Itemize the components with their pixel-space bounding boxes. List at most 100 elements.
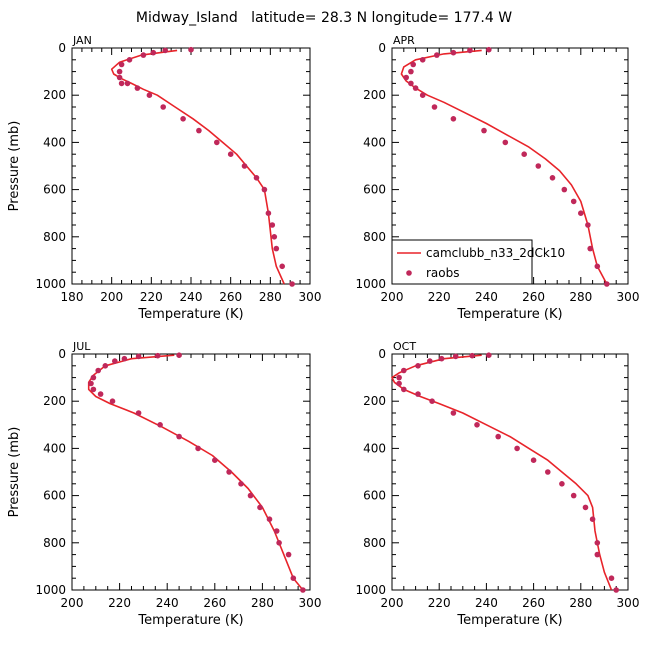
raobs-point [157,422,163,428]
raobs-point [427,358,433,364]
x-tick-label: 220 [140,290,163,304]
y-tick-label: 800 [363,230,386,244]
raobs-point [467,47,473,54]
raobs-point [97,391,104,397]
y-tick-label: 600 [363,183,386,197]
y-tick-label: 200 [363,394,386,408]
raobs-point [419,57,426,63]
raobs-point [530,457,537,464]
raobs-point [212,457,218,464]
raobs-point [135,353,142,360]
legend-box [391,239,533,285]
raobs-point [450,116,457,122]
panels: 180 200 220 240 260 280 300 0 200 400 600 800 1000 JA… [7,34,639,628]
x-tick-label: 240 [475,290,498,304]
model-line-jan [110,49,285,285]
plot-frame-oct [391,353,629,591]
plot-frame-jul [71,353,311,591]
y-tick-label: 800 [363,536,386,550]
raobs-point [176,433,182,440]
raobs-point [95,367,101,374]
raobs-point [469,352,476,359]
y-tick-label: 1000 [355,583,386,597]
raobs-point [90,386,97,393]
x-tick-label: 280 [569,290,592,304]
x-tick-label: 240 [156,596,179,610]
raobs-point [154,352,161,359]
raobs-point [545,469,551,475]
raobs-point [102,363,109,369]
raobs-point [431,104,438,110]
raobs-point [176,352,182,359]
y-tick-label: 200 [363,88,386,102]
raobs-point [195,445,201,452]
raobs-point [290,575,297,581]
raobs-point [112,358,118,364]
raobs-point [438,355,445,362]
x-tick-label: 200 [61,596,84,610]
raobs-point [549,175,556,181]
x-tick-label: 200 [381,290,404,304]
x-axis-label-apr: Temperature (K) [456,307,562,322]
raobs-point [227,151,234,157]
raobs-point [162,47,168,54]
raobs-point [273,245,280,252]
raobs-point [594,551,601,558]
x-tick-label: 300 [617,290,640,304]
raobs-point [226,469,232,475]
raobs-point [160,104,166,110]
panel-jul: 200 220 240 260 280 300 0 200 400 600 800 1000 JUL Te… [7,340,321,628]
raobs-point [180,116,186,122]
raobs-point [269,222,276,228]
raobs-point [559,481,565,487]
y-tick-label: 600 [43,489,66,503]
raobs-point [116,68,123,75]
x-tick-label: 180 [61,290,84,304]
raobs-point [604,281,610,287]
y-tick-label: 600 [43,183,66,197]
raobs-point [135,410,142,416]
raobs-point [109,398,116,405]
raobs-point [241,163,248,169]
raobs-point [253,175,260,181]
x-tick-label: 220 [428,596,451,610]
raobs-point [90,374,97,381]
x-tick-label: 240 [180,290,203,304]
raobs-point [415,391,421,397]
raobs-point [570,492,577,499]
raobs-point [408,68,414,75]
x-tick-label: 260 [522,596,545,610]
raobs-point [410,61,417,68]
model-line-jul [87,354,304,591]
raobs-point [401,367,407,374]
panel-apr: 200 220 240 260 280 300 0 200 400 600 800 1000 APR Te… [355,34,639,322]
raobs-point [587,245,593,252]
raobs-point [521,151,527,157]
raobs-point [396,374,402,381]
x-tick-label: 240 [475,596,498,610]
raobs-point [118,61,125,68]
raobs-point [121,355,128,362]
panel-label-jul: JUL [72,340,91,353]
raobs-point [486,46,492,53]
y-tick-label: 200 [43,394,66,408]
raobs-point [238,481,244,487]
panel-label-jan: JAN [72,34,92,47]
raobs-point [88,380,94,387]
y-tick-label: 0 [378,347,386,361]
legend-obs-label: raobs [426,266,460,280]
x-tick-label: 280 [259,290,282,304]
y-tick-label: 600 [363,489,386,503]
raobs-point [196,127,202,134]
raobs-point [271,234,278,240]
y-tick-label: 400 [363,135,386,149]
raobs-point [150,49,157,56]
panel-label-oct: OCT [393,340,416,353]
raobs-point [474,422,480,428]
y-tick-label: 400 [363,441,386,455]
panel-label-apr: APR [393,34,415,47]
x-tick-label: 260 [219,290,242,304]
y-tick-label: 200 [43,88,66,102]
